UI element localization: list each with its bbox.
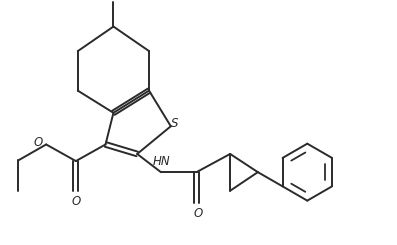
Text: HN: HN bbox=[152, 155, 170, 168]
Text: O: O bbox=[71, 195, 81, 208]
Text: S: S bbox=[171, 117, 179, 130]
Text: O: O bbox=[34, 136, 43, 149]
Text: O: O bbox=[194, 207, 203, 220]
